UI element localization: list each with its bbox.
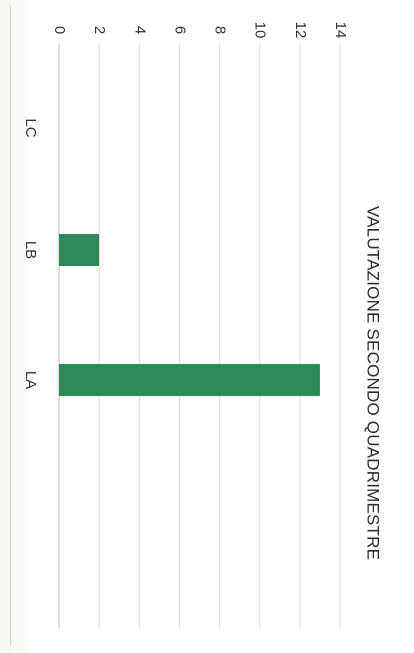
gridlines [58, 44, 341, 628]
category-labels: LC LB LA [22, 118, 39, 389]
chart-title: VALUTAZIONE SECONDO QUADRIMESTRE [364, 206, 383, 560]
tick-label: 2 [91, 26, 108, 34]
bar [59, 364, 320, 396]
category-label: LC [22, 118, 39, 137]
tick-label: 6 [171, 26, 188, 34]
tick-label: 10 [252, 22, 269, 39]
tick-label: 14 [332, 22, 349, 39]
category-label: LB [22, 241, 39, 259]
tick-label: 0 [51, 26, 68, 34]
category-label: LA [22, 371, 39, 389]
bars [59, 234, 320, 396]
tick-label: 4 [131, 26, 148, 34]
tick-label: 8 [212, 26, 229, 34]
tick-label: 12 [292, 22, 309, 39]
bar [59, 234, 100, 266]
value-axis-ticks: 0 2 4 6 8 10 12 14 [51, 22, 349, 39]
chart-frame [10, 6, 407, 646]
